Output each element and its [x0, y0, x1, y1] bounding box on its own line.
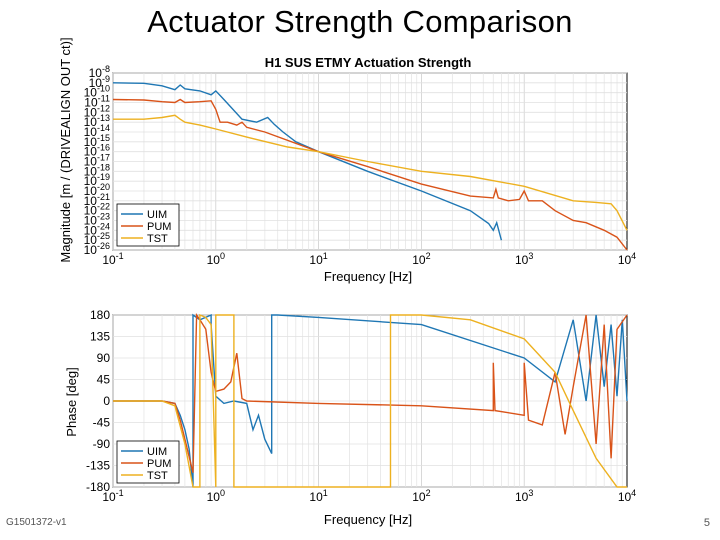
magnitude-series-pum — [112, 98, 628, 251]
phase-x-tick-label: 103 — [515, 488, 533, 504]
magnitude-chart: H1 SUS ETMY Actuation Strength 10-1 100 10… — [58, 37, 636, 284]
magnitude-y-tick-label: 10-15 — [84, 133, 110, 149]
magnitude-x-tick-label: 10-1 — [102, 251, 123, 267]
phase-x-tick-labels: 10-1 100 101 102 103 104 — [102, 488, 636, 504]
magnitude-y-tick-label: 10-26 — [84, 241, 110, 257]
magnitude-y-tick-label: 10-10 — [84, 84, 110, 100]
magnitude-legend-label: PUM — [147, 221, 171, 233]
magnitude-series-tst — [113, 114, 628, 231]
magnitude-y-tick-label: 10-16 — [84, 143, 110, 159]
phase-legend-box — [116, 440, 180, 484]
footer-document-id: G1501372-v1 — [6, 517, 67, 528]
phase-y-tick-label: -135 — [86, 459, 110, 473]
phase-legend-label: UIM — [147, 446, 167, 458]
phase-series-lines — [113, 312, 628, 488]
magnitude-x-tick-label: 104 — [618, 251, 636, 267]
magnitude-y-axis-label: Magnitude [m / (DRIVEALIGN OUT ct)] — [58, 37, 73, 262]
magnitude-x-axis-label: Frequency [Hz] — [324, 269, 412, 284]
phase-series-tst — [113, 313, 627, 488]
magnitude-y-tick-label: 10-23 — [84, 212, 110, 228]
magnitude-y-tick-label: 10-21 — [84, 192, 110, 208]
magnitude-y-tick-label: 10-12 — [84, 103, 110, 119]
phase-series-pum — [113, 312, 628, 473]
magnitude-series-uim — [112, 82, 503, 241]
magnitude-y-tick-label: 10-17 — [84, 153, 110, 169]
phase-x-tick-label: 100 — [207, 488, 225, 504]
phase-y-tick-label: -180 — [86, 480, 110, 494]
magnitude-y-tick-label: 10-20 — [84, 182, 110, 198]
phase-x-tick-label: 10-1 — [102, 488, 123, 504]
phase-y-tick-labels: 180 135 90 45 0 -45 -90 -135 -180 — [86, 308, 110, 494]
magnitude-series-lines — [112, 82, 628, 251]
magnitude-x-tick-labels: 10-1 100 101 102 103 104 — [102, 251, 636, 267]
phase-x-tick-label: 102 — [412, 488, 430, 504]
magnitude-chart-title: H1 SUS ETMY Actuation Strength — [265, 55, 472, 70]
magnitude-y-tick-label: 10-13 — [84, 113, 110, 129]
magnitude-y-tick-label: 10-8 — [89, 64, 110, 80]
magnitude-legend-box — [116, 203, 180, 247]
phase-x-tick-label: 104 — [618, 488, 636, 504]
magnitude-y-tick-labels: 10-810-910-1010-1110-1210-1310-1410-1510… — [84, 64, 110, 257]
magnitude-x-tick-label: 103 — [515, 251, 533, 267]
phase-y-tick-label: 180 — [90, 308, 110, 322]
phase-y-tick-label: -45 — [93, 416, 111, 430]
magnitude-legend-label: TST — [147, 233, 168, 245]
magnitude-y-tick-label: 10-9 — [89, 74, 110, 90]
phase-y-tick-label: 45 — [97, 373, 111, 387]
phase-y-axis-label: Phase [deg] — [64, 367, 79, 436]
magnitude-y-tick-label: 10-19 — [84, 172, 110, 188]
slide-title: Actuator Strength Comparison — [147, 4, 573, 39]
magnitude-y-tick-label: 10-18 — [84, 162, 110, 178]
magnitude-y-tick-label: 10-14 — [84, 123, 110, 139]
phase-y-tick-label: 135 — [90, 330, 110, 344]
phase-y-tick-label: 0 — [103, 394, 110, 408]
phase-legend-label: PUM — [147, 458, 171, 470]
magnitude-y-tick-label: 10-11 — [84, 94, 110, 110]
magnitude-x-tick-label: 102 — [412, 251, 430, 267]
phase-y-tick-label: 90 — [97, 351, 111, 365]
magnitude-y-tick-label: 10-25 — [84, 231, 110, 247]
phase-chart: 10-1 100 101 102 103 104 180 135 90 45 0 -45 -90 -13… — [64, 308, 636, 527]
phase-legend-label: TST — [147, 470, 168, 482]
magnitude-x-tick-label: 101 — [309, 251, 327, 267]
phase-x-axis-label: Frequency [Hz] — [324, 512, 412, 527]
phase-y-tick-label: -90 — [93, 437, 111, 451]
magnitude-y-tick-label: 10-24 — [84, 221, 110, 237]
magnitude-x-tick-label: 100 — [207, 251, 225, 267]
magnitude-legend-label: UIM — [147, 209, 167, 221]
magnitude-y-tick-label: 10-22 — [84, 202, 110, 218]
phase-x-tick-label: 101 — [309, 488, 327, 504]
footer-page-number: 5 — [703, 517, 710, 529]
